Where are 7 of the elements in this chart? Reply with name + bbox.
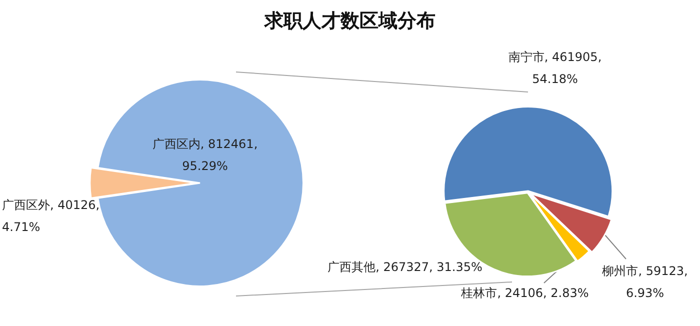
slice-label: 柳州市, 59123, 6.93%	[602, 264, 688, 300]
slice-label: 桂林市, 24106, 2.83%	[460, 286, 589, 300]
slice-label: 广西区内, 812461, 95.29%	[152, 137, 258, 174]
slice-label: 广西区外, 40126, 4.71%	[2, 198, 100, 234]
text: 求职人才数区域分布	[263, 10, 436, 34]
slice-label: 广西其他, 267327, 31.35%	[328, 260, 482, 274]
slice-label: 南宁市, 461905, 54.18%	[508, 50, 602, 86]
